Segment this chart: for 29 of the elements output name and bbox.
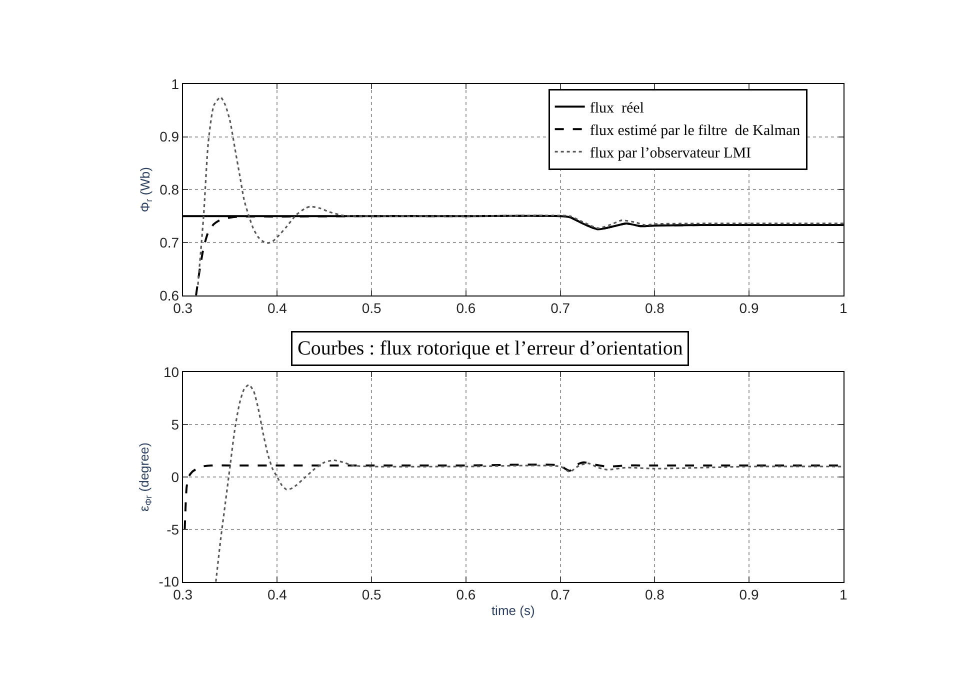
y-tick-label: 0 bbox=[171, 468, 180, 485]
y-tick-label: -5 bbox=[166, 521, 180, 538]
x-tick-label: 0.4 bbox=[267, 300, 288, 316]
x-tick-label: 1 bbox=[840, 300, 848, 316]
chart-title: Courbes : flux rotorique et l’erreur d’orientation bbox=[298, 338, 683, 360]
line-series bbox=[215, 384, 844, 582]
x-tick-label: 0.9 bbox=[739, 300, 759, 316]
x-axis-title: time (s) bbox=[491, 603, 535, 618]
x-tick-label: 1 bbox=[840, 586, 848, 603]
legend-label: flux estimé par le filtre de Kalman bbox=[590, 123, 801, 139]
y-tick-label: 0.7 bbox=[160, 234, 180, 250]
y-tick-label: 0.9 bbox=[160, 128, 180, 145]
x-tick-label: 0.8 bbox=[644, 300, 665, 316]
x-tick-label: 0.9 bbox=[739, 586, 759, 603]
x-tick-label: 0.6 bbox=[456, 586, 476, 603]
y-tick-label: 10 bbox=[163, 364, 180, 380]
legend-label: flux réel bbox=[590, 100, 644, 116]
x-tick-label: 0.8 bbox=[644, 586, 665, 603]
line-series bbox=[197, 96, 844, 286]
x-tick-label: 0.6 bbox=[456, 300, 476, 316]
legend-label: flux par l’observateur LMI bbox=[590, 146, 752, 162]
y-tick-label: 5 bbox=[171, 416, 180, 433]
x-tick-label: 0.7 bbox=[550, 586, 570, 603]
x-tick-label: 0.5 bbox=[362, 300, 382, 316]
x-tick-label: 0.7 bbox=[550, 300, 570, 316]
y-tick-label: 0.8 bbox=[160, 182, 180, 198]
x-tick-label: 0.4 bbox=[267, 586, 288, 603]
x-tick-label: 0.5 bbox=[362, 586, 382, 603]
y-tick-label: 1 bbox=[171, 76, 180, 92]
